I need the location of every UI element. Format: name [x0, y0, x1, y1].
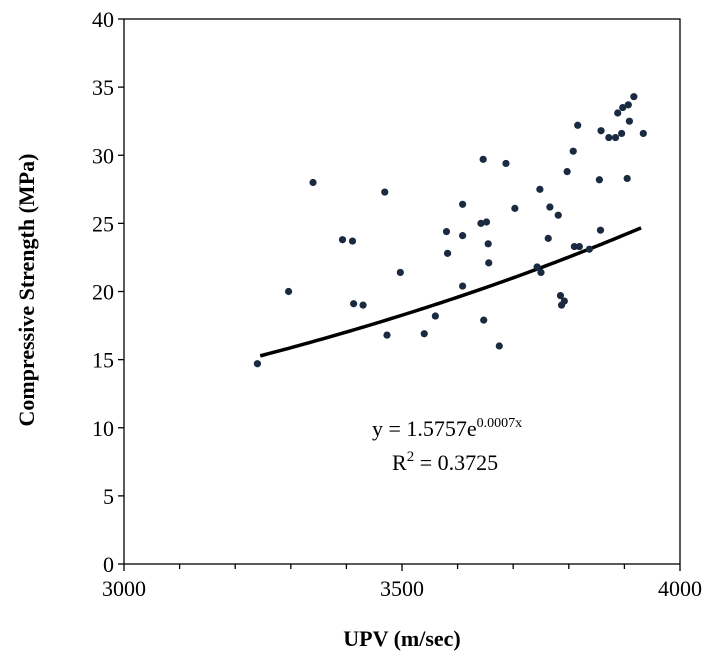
- data-point: [383, 331, 391, 339]
- data-point: [533, 263, 541, 271]
- data-point: [623, 174, 631, 183]
- data-point: [570, 242, 578, 251]
- data-point: [556, 291, 565, 300]
- data-point: [597, 127, 605, 135]
- data-point: [480, 316, 488, 324]
- y-tick-label: 20: [92, 280, 114, 305]
- data-points: [253, 93, 647, 368]
- data-point: [502, 159, 510, 168]
- data-point: [537, 268, 545, 277]
- data-point: [309, 178, 317, 187]
- data-point: [348, 237, 357, 245]
- y-tick-label: 30: [92, 143, 114, 168]
- data-point: [442, 227, 451, 236]
- data-point: [284, 287, 293, 296]
- data-point: [546, 203, 554, 211]
- data-point: [560, 297, 568, 305]
- y-tick-label: 5: [103, 484, 114, 509]
- y-axis-ticks: 0 5 10 15 20 25 30 35 40: [92, 7, 124, 577]
- data-point: [630, 93, 638, 101]
- data-point: [614, 109, 622, 117]
- data-point: [618, 129, 626, 138]
- data-point: [511, 204, 519, 212]
- x-axis-ticks: 3000 3500 4000: [102, 564, 702, 601]
- r-squared-label: R2 = 0.3725: [392, 449, 498, 475]
- data-point: [619, 103, 627, 112]
- data-point: [611, 133, 620, 142]
- data-point: [595, 176, 603, 184]
- data-point: [431, 312, 439, 320]
- x-tick-label: 4000: [658, 576, 702, 601]
- trendline: [259, 226, 642, 358]
- data-point: [350, 300, 358, 308]
- data-point: [495, 342, 503, 350]
- y-tick-label: 10: [92, 416, 114, 441]
- data-point: [253, 360, 262, 368]
- data-point: [479, 155, 487, 163]
- y-tick-label: 15: [92, 348, 114, 373]
- data-point: [624, 101, 632, 109]
- x-tick-label: 3500: [380, 576, 424, 601]
- data-point: [482, 218, 491, 226]
- data-point: [396, 268, 404, 277]
- y-tick-label: 0: [103, 552, 114, 577]
- data-point: [554, 211, 562, 219]
- data-point: [574, 121, 582, 129]
- data-point: [569, 147, 577, 155]
- y-tick-label: 35: [92, 75, 114, 100]
- x-axis-title: UPV (m/sec): [343, 626, 461, 651]
- data-point: [484, 240, 492, 248]
- data-point: [338, 236, 347, 244]
- data-point: [477, 219, 485, 227]
- data-point: [459, 232, 467, 240]
- data-point: [459, 200, 467, 208]
- data-point: [639, 129, 647, 138]
- data-point: [575, 242, 583, 251]
- data-point: [459, 282, 467, 290]
- plot-area: [123, 18, 681, 565]
- data-point: [625, 117, 634, 125]
- y-tick-label: 40: [92, 7, 114, 32]
- data-point: [359, 301, 367, 309]
- data-point: [443, 249, 452, 257]
- data-point: [485, 259, 493, 267]
- data-point: [563, 168, 571, 176]
- data-point: [605, 133, 613, 142]
- data-point: [381, 188, 389, 196]
- data-point: [596, 226, 605, 234]
- equation-label: y = 1.5757e0.0007x: [372, 416, 522, 441]
- x-tick-label: 3000: [102, 576, 146, 601]
- y-tick-label: 25: [92, 211, 114, 236]
- y-axis-title: Compressive Strength (MPa): [14, 154, 39, 427]
- data-point: [544, 234, 552, 242]
- data-point: [536, 185, 544, 193]
- data-point: [585, 245, 593, 253]
- data-point: [420, 330, 428, 338]
